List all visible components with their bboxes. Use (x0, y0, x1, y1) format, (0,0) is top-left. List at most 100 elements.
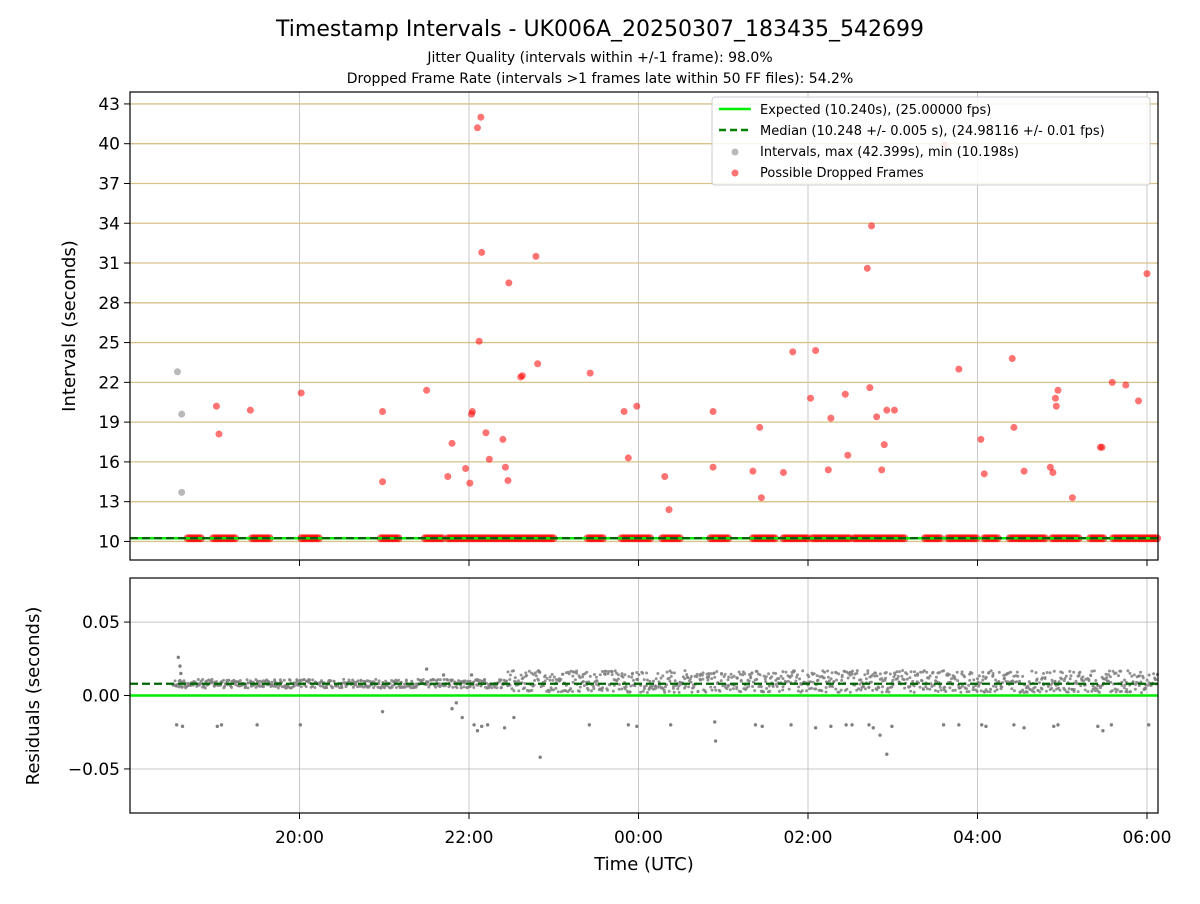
residual-point (1110, 723, 1113, 726)
dropped-frame-point (1052, 395, 1059, 402)
residual-dense-point (610, 670, 613, 673)
residual-dense-point (672, 687, 675, 690)
residual-dense-point (1033, 691, 1036, 694)
residual-point (829, 725, 832, 728)
residual-dense-point (724, 673, 727, 676)
residual-dense-point (538, 671, 541, 674)
residual-dense-point (592, 687, 595, 690)
residual-dense-point (559, 678, 562, 681)
residual-dense-point (341, 686, 344, 689)
residual-dense-point (617, 678, 620, 681)
residual-dense-point (965, 687, 968, 690)
residual-dense-point (239, 679, 242, 682)
residual-dense-point (768, 685, 771, 688)
intervals-y-tick-label: 25 (98, 334, 120, 354)
residual-dense-point (780, 675, 783, 678)
residual-dense-point (864, 687, 867, 690)
residual-dense-point (823, 671, 826, 674)
residual-point (1052, 725, 1055, 728)
residual-dense-point (1084, 689, 1087, 692)
residual-point (480, 725, 483, 728)
residual-dense-point (1094, 679, 1097, 682)
residual-dense-point (1053, 689, 1056, 692)
residual-dense-point (637, 673, 640, 676)
residual-dense-point (551, 673, 554, 676)
residual-dense-point (359, 679, 362, 682)
residual-dense-point (885, 671, 888, 674)
residual-dense-point (968, 679, 971, 682)
residual-dense-point (462, 685, 465, 688)
dropped-frame-point (873, 413, 880, 420)
residual-dense-point (512, 669, 515, 672)
residual-dense-point (673, 691, 676, 694)
residual-dense-point (684, 685, 687, 688)
dropped-frame-point (379, 408, 386, 415)
residual-dense-point (713, 686, 716, 689)
residual-dense-point (908, 676, 911, 679)
residual-dense-point (636, 678, 639, 681)
residual-dense-point (840, 679, 843, 682)
residual-point (181, 725, 184, 728)
interval-point (178, 489, 185, 496)
residual-dense-point (788, 688, 791, 691)
residual-dense-point (1123, 686, 1126, 689)
dropped-frame-point (866, 384, 873, 391)
residual-dense-point (508, 678, 511, 681)
residual-dense-point (797, 685, 800, 688)
residual-dense-point (813, 672, 816, 675)
residual-dense-point (972, 678, 975, 681)
residual-point (455, 701, 458, 704)
residual-point (867, 723, 870, 726)
dropped-frame-point (1009, 355, 1016, 362)
intervals-y-tick-label: 34 (98, 214, 120, 234)
residual-dense-point (794, 680, 797, 683)
residual-dense-point (246, 678, 249, 681)
residual-point (220, 723, 223, 726)
residual-dense-point (651, 685, 654, 688)
residual-dense-point (814, 687, 817, 690)
residual-dense-point (606, 689, 609, 692)
residual-dense-point (879, 672, 882, 675)
residual-dense-point (1070, 674, 1073, 677)
residual-dense-point (1072, 671, 1075, 674)
residual-dense-point (1115, 690, 1118, 693)
residual-dense-point (903, 687, 906, 690)
residual-point (1022, 726, 1025, 729)
residual-dense-point (374, 678, 377, 681)
residual-dense-point (460, 687, 463, 690)
residual-dense-point (823, 676, 826, 679)
residual-dense-point (342, 678, 345, 681)
residual-point (942, 723, 945, 726)
residual-dense-point (404, 686, 407, 689)
residual-point (299, 723, 302, 726)
residual-dense-point (1152, 672, 1155, 675)
residual-dense-point (850, 673, 853, 676)
residual-point (713, 720, 716, 723)
residual-dense-point (1087, 678, 1090, 681)
residual-dense-point (1129, 690, 1132, 693)
residual-dense-point (796, 673, 799, 676)
residual-dense-point (781, 689, 784, 692)
residual-dense-point (410, 680, 413, 683)
residual-dense-point (751, 671, 754, 674)
residual-dense-point (790, 674, 793, 677)
residual-dense-point (546, 677, 549, 680)
intervals-y-tick-label: 31 (98, 254, 120, 274)
intervals-y-tick-label: 40 (98, 135, 120, 155)
residual-point (1096, 725, 1099, 728)
x-axis-label: Time (UTC) (593, 854, 694, 875)
residual-dense-point (1021, 689, 1024, 692)
residual-dense-point (571, 675, 574, 678)
residual-dense-point (959, 691, 962, 694)
residual-dense-point (514, 676, 517, 679)
residual-dense-point (512, 689, 515, 692)
residual-dense-point (956, 671, 959, 674)
residual-dense-point (940, 689, 943, 692)
residual-dense-point (820, 689, 823, 692)
dropped-frame-point (532, 253, 539, 260)
residual-dense-point (769, 677, 772, 680)
residual-dense-point (1003, 677, 1006, 680)
residual-dense-point (215, 680, 218, 683)
residual-dense-point (1009, 671, 1012, 674)
residual-dense-point (877, 685, 880, 688)
